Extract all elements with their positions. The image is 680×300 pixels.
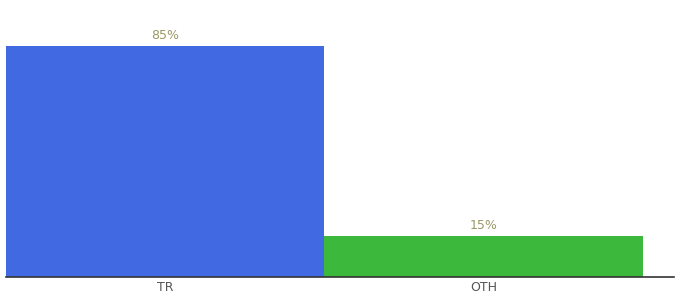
Bar — [5, 46, 324, 277]
Bar — [324, 236, 643, 277]
Text: 85%: 85% — [151, 29, 179, 42]
Text: 15%: 15% — [469, 219, 497, 232]
